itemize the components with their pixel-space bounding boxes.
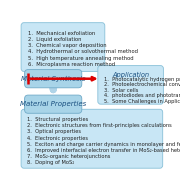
Text: 2.  Electronic structures from first-principles calculations: 2. Electronic structures from first-prin… — [27, 123, 172, 128]
Text: Application: Application — [112, 72, 149, 78]
Text: 5.  Some Challenges in Applications: 5. Some Challenges in Applications — [104, 98, 180, 104]
FancyBboxPatch shape — [21, 109, 163, 168]
Text: 2.  Liquid exfoliation: 2. Liquid exfoliation — [28, 37, 82, 42]
Text: 1.  Mechanical exfoliation: 1. Mechanical exfoliation — [28, 31, 95, 36]
Text: 4.  Hydrothermal or solvothermal method: 4. Hydrothermal or solvothermal method — [28, 50, 138, 54]
Text: 5.  Exciton and charge carrier dynamics in monolayer and few-layer MoS₂: 5. Exciton and charge carrier dynamics i… — [27, 142, 180, 147]
Text: 3.  Optical properties: 3. Optical properties — [27, 129, 81, 135]
Text: 4.  photodiodes and phototransistors: 4. photodiodes and phototransistors — [104, 93, 180, 98]
Text: 8.  Doping of MoS₂: 8. Doping of MoS₂ — [27, 160, 75, 165]
Text: 4.  Electronic properties: 4. Electronic properties — [27, 136, 88, 141]
Text: 7.  MoS₂-organic heterojunctions: 7. MoS₂-organic heterojunctions — [27, 154, 111, 159]
Text: Material Properties: Material Properties — [20, 101, 86, 107]
Text: 3.  Chemical vapor deposition: 3. Chemical vapor deposition — [28, 43, 107, 48]
Text: 6.  Improved interfacial electron transfer in MoS₂-based heterostructures: 6. Improved interfacial electron transfe… — [27, 148, 180, 153]
FancyBboxPatch shape — [21, 23, 105, 71]
Text: 3.  Solar cells: 3. Solar cells — [104, 88, 138, 93]
Text: 5.  High temperature annealing method: 5. High temperature annealing method — [28, 56, 134, 60]
FancyBboxPatch shape — [98, 66, 163, 104]
Text: 1.  Structural properties: 1. Structural properties — [27, 117, 89, 122]
FancyBboxPatch shape — [25, 95, 82, 113]
FancyBboxPatch shape — [25, 70, 82, 88]
Text: 2.  Photoelectrochemical conversion: 2. Photoelectrochemical conversion — [104, 82, 180, 87]
Text: 1.  Photocatalytic hydrogen production: 1. Photocatalytic hydrogen production — [104, 77, 180, 82]
Text: 6.  Microplasma reaction method: 6. Microplasma reaction method — [28, 62, 115, 67]
Text: Material Synthesis: Material Synthesis — [21, 76, 86, 82]
